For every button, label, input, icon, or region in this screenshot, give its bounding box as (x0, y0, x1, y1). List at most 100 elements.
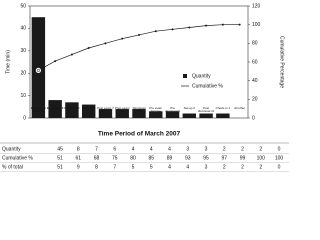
table-cell: 61 (75, 155, 81, 161)
table-cell: 6 (113, 146, 116, 152)
x-tick-label: All other (234, 106, 246, 110)
table-cell: 4 (168, 164, 171, 170)
table-cell: 100 (275, 155, 284, 161)
page: Time (min) Cumulative Percentage Time Pe… (0, 3, 289, 172)
y-tick-label: 10 (20, 93, 26, 99)
bar (149, 111, 163, 118)
x-tick-label: Exam task 8 (46, 106, 64, 110)
table-cell: 4 (150, 146, 153, 152)
cumulative-point (54, 60, 57, 63)
bar (182, 113, 197, 118)
x-tick-label: Post dismissal 11 (197, 106, 215, 114)
legend-label: Quantity (192, 73, 211, 79)
table-cell: 89 (167, 155, 173, 161)
table-cell: 51 (57, 164, 63, 170)
x-axis-title: Time Period of March 2007 (98, 131, 181, 138)
table-cell: 51 (57, 155, 63, 161)
table-cell: 80 (130, 155, 136, 161)
table-cell: 3 (186, 146, 189, 152)
table-cell: 75 (112, 155, 118, 161)
table-cell: 8 (95, 164, 98, 170)
y2-tick-label: 80 (252, 41, 258, 47)
table-cell: 3 (205, 146, 208, 152)
table-cell: 8 (77, 146, 80, 152)
x-tick-label: Dismissal 10 (132, 106, 146, 114)
table-row-label: % of total (2, 164, 23, 170)
bar (48, 100, 62, 118)
y-tick-label: 0 (23, 115, 26, 121)
chart: Time (min) Cumulative Percentage Time Pe… (0, 3, 289, 172)
table-cell: 2 (223, 146, 226, 152)
table-row-label: Quantity (2, 146, 21, 152)
cumulative-point (70, 53, 73, 56)
table-cell: 4 (186, 164, 189, 170)
cumulative-point (205, 24, 208, 27)
table-cell: 2 (259, 164, 262, 170)
table-cell: 45 (57, 146, 63, 152)
cumulative-point (221, 23, 224, 26)
table-cell: 5 (150, 164, 153, 170)
first-point-ring (36, 68, 40, 72)
table-cell: 0 (278, 146, 281, 152)
bar (31, 17, 46, 119)
y2-tick-label: 0 (252, 115, 255, 121)
x-tick-label: Pre dismissal 9 (165, 106, 180, 114)
table-cell: 2 (241, 164, 244, 170)
cumulative-point (121, 37, 124, 40)
table-cell: 2 (241, 146, 244, 152)
table-row-label: Cumulative % (2, 155, 33, 161)
table-cell: 4 (132, 146, 135, 152)
cumulative-point (238, 23, 241, 26)
legend-label: Cumulative % (192, 83, 223, 89)
table-cell: 97 (221, 155, 227, 161)
bar (165, 111, 180, 118)
cumulative-line (38, 24, 240, 71)
bar (199, 113, 213, 118)
table-cell: 95 (203, 155, 209, 161)
y2-tick-label: 120 (252, 3, 261, 9)
table-cell: 68 (94, 155, 100, 161)
table-cell: 7 (113, 164, 116, 170)
bar (132, 109, 146, 118)
table-cell: 99 (240, 155, 246, 161)
table-cell: 2 (223, 164, 226, 170)
table-cell: 5 (132, 164, 135, 170)
table-cell: 85 (148, 155, 154, 161)
x-tick-label: Exam room 2nd time (30, 106, 47, 114)
y2-tick-label: 100 (252, 22, 261, 28)
y2-tick-label: 60 (252, 59, 258, 65)
bar (115, 109, 129, 118)
y-tick-label: 40 (20, 26, 26, 32)
cumulative-point (154, 30, 157, 33)
table-cell: 93 (185, 155, 191, 161)
table-cell: 7 (95, 146, 98, 152)
bar (98, 109, 113, 118)
cumulative-point (188, 26, 191, 29)
y2-tick-label: 20 (252, 97, 258, 103)
x-tick-label: Post exam 7 (97, 106, 114, 110)
y-tick-label: 30 (20, 48, 26, 54)
x-tick-label: Check-in 1 (215, 106, 230, 110)
y2-axis-title: Cumulative Percentage (279, 36, 285, 88)
cumulative-point (138, 33, 140, 36)
table-cell: 9 (77, 164, 80, 170)
x-tick-label: Pre exam 1st time (149, 106, 163, 114)
plot-frame (29, 5, 249, 119)
x-tick-label: Prep IA 3 (82, 106, 95, 110)
table-cell: 2 (259, 146, 262, 152)
table-cell: 4 (168, 146, 171, 152)
x-tick-label: Set-up 2 (183, 106, 195, 110)
table-cell: 100 (257, 155, 266, 161)
bar (216, 113, 230, 118)
y-tick-label: 50 (20, 3, 26, 9)
cumulative-point (104, 42, 107, 45)
cumulative-point (35, 67, 41, 74)
bar (65, 102, 79, 118)
table-cell: 0 (278, 164, 281, 170)
y-tick-label: 20 (20, 71, 26, 77)
x-tick-label: Prep exam 4 (114, 106, 130, 114)
cumulative-point (87, 47, 90, 49)
x-tick-label: Reading 12 (64, 106, 80, 110)
legend-swatch (183, 74, 187, 78)
y-axis-title: Time (min) (5, 50, 11, 74)
